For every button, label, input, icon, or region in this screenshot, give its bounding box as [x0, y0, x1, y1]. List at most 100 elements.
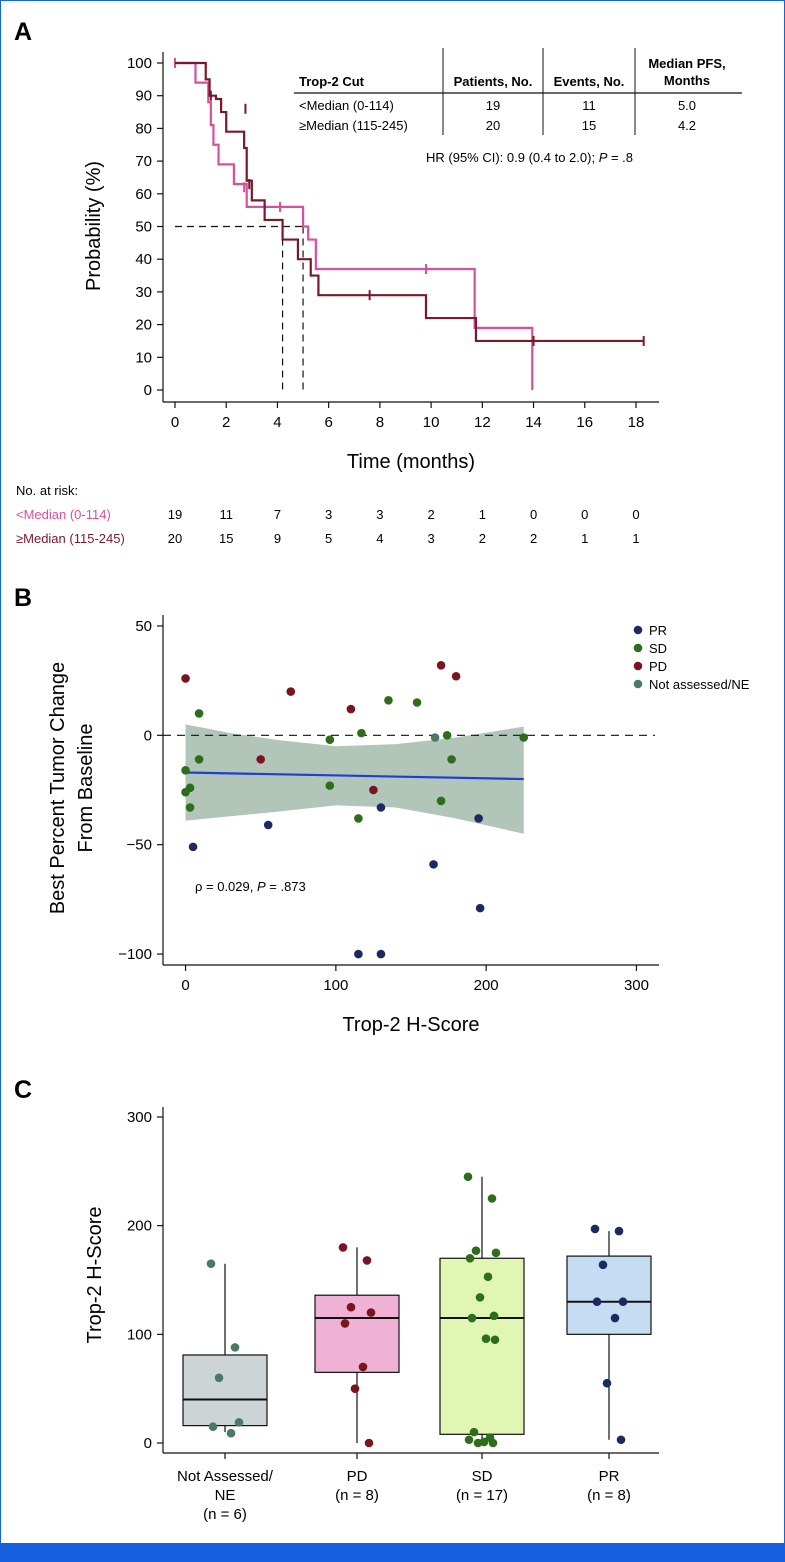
box-rect — [182, 1354, 268, 1427]
box-point — [464, 1435, 474, 1445]
box-rect — [314, 1294, 400, 1373]
risk-row-high-label: ≥Median (115-245) — [16, 531, 125, 546]
km-x-tick-label: 16 — [576, 414, 593, 431]
scatter-x-tick-label: 200 — [474, 977, 499, 994]
box-plot: 0 100 200 300 Not Assessed/NE (n = 6) PD (n = … — [84, 1107, 659, 1523]
legend-label: PR — [649, 623, 667, 638]
bottom-bar — [0, 1543, 785, 1562]
risk-row-low-label: <Median (0-114) — [16, 507, 111, 522]
box-point — [234, 1418, 244, 1427]
scatter-plot: −100 −50 0 50 0 100 200 300 PR SD PD Not assessed/… — [47, 615, 750, 1036]
box-group-label: PR — [599, 1468, 620, 1485]
confidence-band — [185, 724, 524, 834]
box-point — [618, 1297, 628, 1307]
risk-table-title: No. at risk: — [16, 483, 78, 498]
scatter-point-pd — [286, 687, 296, 696]
table-header-cut: Trop-2 Cut — [299, 74, 365, 89]
scatter-point-sd — [185, 783, 195, 793]
hazard-ratio-text: HR (95% CI): 0.9 (0.4 to 2.0); P = .8 — [426, 150, 633, 165]
risk-count: 11 — [219, 507, 233, 522]
panel-label-a: A — [14, 18, 32, 46]
km-y-tick-label: 80 — [135, 120, 152, 137]
box-point — [471, 1246, 481, 1255]
risk-count: 4 — [376, 531, 383, 546]
box-y-ticks: 0 100 200 300 — [127, 1109, 163, 1452]
scatter-point-pr — [263, 820, 273, 830]
scatter-x-tick-label: 0 — [181, 977, 189, 994]
scatter-point-sd — [325, 781, 335, 790]
scatter-y-tick-label: −100 — [118, 946, 152, 963]
scatter-point-sd — [181, 766, 190, 775]
scatter-ticks: −100 −50 0 50 0 100 200 300 — [118, 618, 649, 994]
box-group-label: (n = 8) — [587, 1487, 631, 1504]
risk-count: 2 — [427, 507, 434, 522]
box-point — [366, 1308, 376, 1317]
scatter-point-pd — [451, 671, 461, 681]
risk-count: 20 — [168, 531, 182, 546]
scatter-point-sd — [185, 803, 195, 812]
box-group-label: NE — [215, 1487, 236, 1504]
box-point — [473, 1438, 483, 1448]
table-header-patients: Patients, No. — [454, 74, 533, 89]
risk-count: 9 — [274, 531, 281, 546]
km-x-tick-label: 0 — [171, 414, 179, 431]
km-y-tick-label: 50 — [135, 219, 152, 236]
scatter-point-pr — [429, 860, 438, 869]
box-y-label: Trop-2 H-Score — [84, 1206, 106, 1343]
km-median-lines — [175, 225, 304, 390]
km-x-tick-label: 6 — [324, 414, 332, 431]
legend-marker — [633, 625, 643, 635]
legend-marker — [633, 661, 643, 671]
table-row1-median: 5.0 — [678, 98, 696, 113]
legend-marker — [633, 679, 643, 689]
km-x-tick-label: 12 — [474, 414, 491, 431]
box-point — [208, 1422, 218, 1431]
km-y-tick-label: 40 — [135, 251, 152, 268]
risk-count: 5 — [325, 531, 332, 546]
box-point — [350, 1384, 360, 1393]
km-x-tick-label: 14 — [525, 414, 542, 431]
box-rect — [439, 1257, 525, 1435]
box-group-label: (n = 17) — [456, 1487, 508, 1504]
box-point — [481, 1334, 491, 1343]
box-group-label: PD — [347, 1468, 368, 1485]
risk-count: 0 — [530, 507, 537, 522]
regression-line — [185, 771, 524, 781]
box-point — [362, 1256, 372, 1265]
box-point — [340, 1319, 350, 1328]
box-point — [488, 1438, 498, 1448]
risk-count: 1 — [632, 531, 639, 546]
km-x-tick-label: 2 — [222, 414, 230, 431]
km-x-ticks: 0 2 4 6 8 10 12 14 16 18 — [171, 402, 645, 431]
table-row1-events: 11 — [582, 98, 596, 113]
km-y-tick-label: 90 — [135, 88, 152, 105]
box-y-tick-label: 100 — [127, 1326, 152, 1343]
panel-label-c: C — [14, 1076, 32, 1104]
scatter-point-sd — [194, 755, 204, 764]
scatter-point-sd — [354, 814, 363, 823]
box-point — [338, 1243, 348, 1252]
table-row2-median: 4.2 — [678, 118, 696, 133]
scatter-x-tick-label: 300 — [624, 977, 649, 994]
box-point — [346, 1302, 356, 1312]
km-y-tick-label: 60 — [135, 186, 152, 203]
box-group-label: (n = 8) — [335, 1487, 379, 1504]
risk-count: 1 — [479, 507, 486, 522]
box-point — [230, 1343, 240, 1352]
km-curve-low — [175, 61, 534, 390]
km-x-tick-label: 4 — [273, 414, 281, 431]
risk-count: 3 — [376, 507, 383, 522]
box-group: SD (n = 17) — [439, 1172, 525, 1504]
box-point — [214, 1373, 224, 1383]
legend-label: Not assessed/NE — [649, 677, 750, 692]
scatter-point-pr — [376, 803, 386, 812]
risk-count: 19 — [168, 507, 182, 522]
box-y-tick-label: 200 — [127, 1218, 152, 1235]
correlation-annotation: ρ = 0.029, P = .873 — [195, 879, 306, 894]
legend-label: SD — [649, 641, 667, 656]
km-y-tick-label: 0 — [144, 382, 152, 399]
scatter-point-sd — [357, 728, 366, 738]
scatter-y-tick-label: 0 — [144, 727, 152, 744]
km-x-tick-label: 18 — [628, 414, 645, 431]
legend-label: PD — [649, 659, 667, 674]
